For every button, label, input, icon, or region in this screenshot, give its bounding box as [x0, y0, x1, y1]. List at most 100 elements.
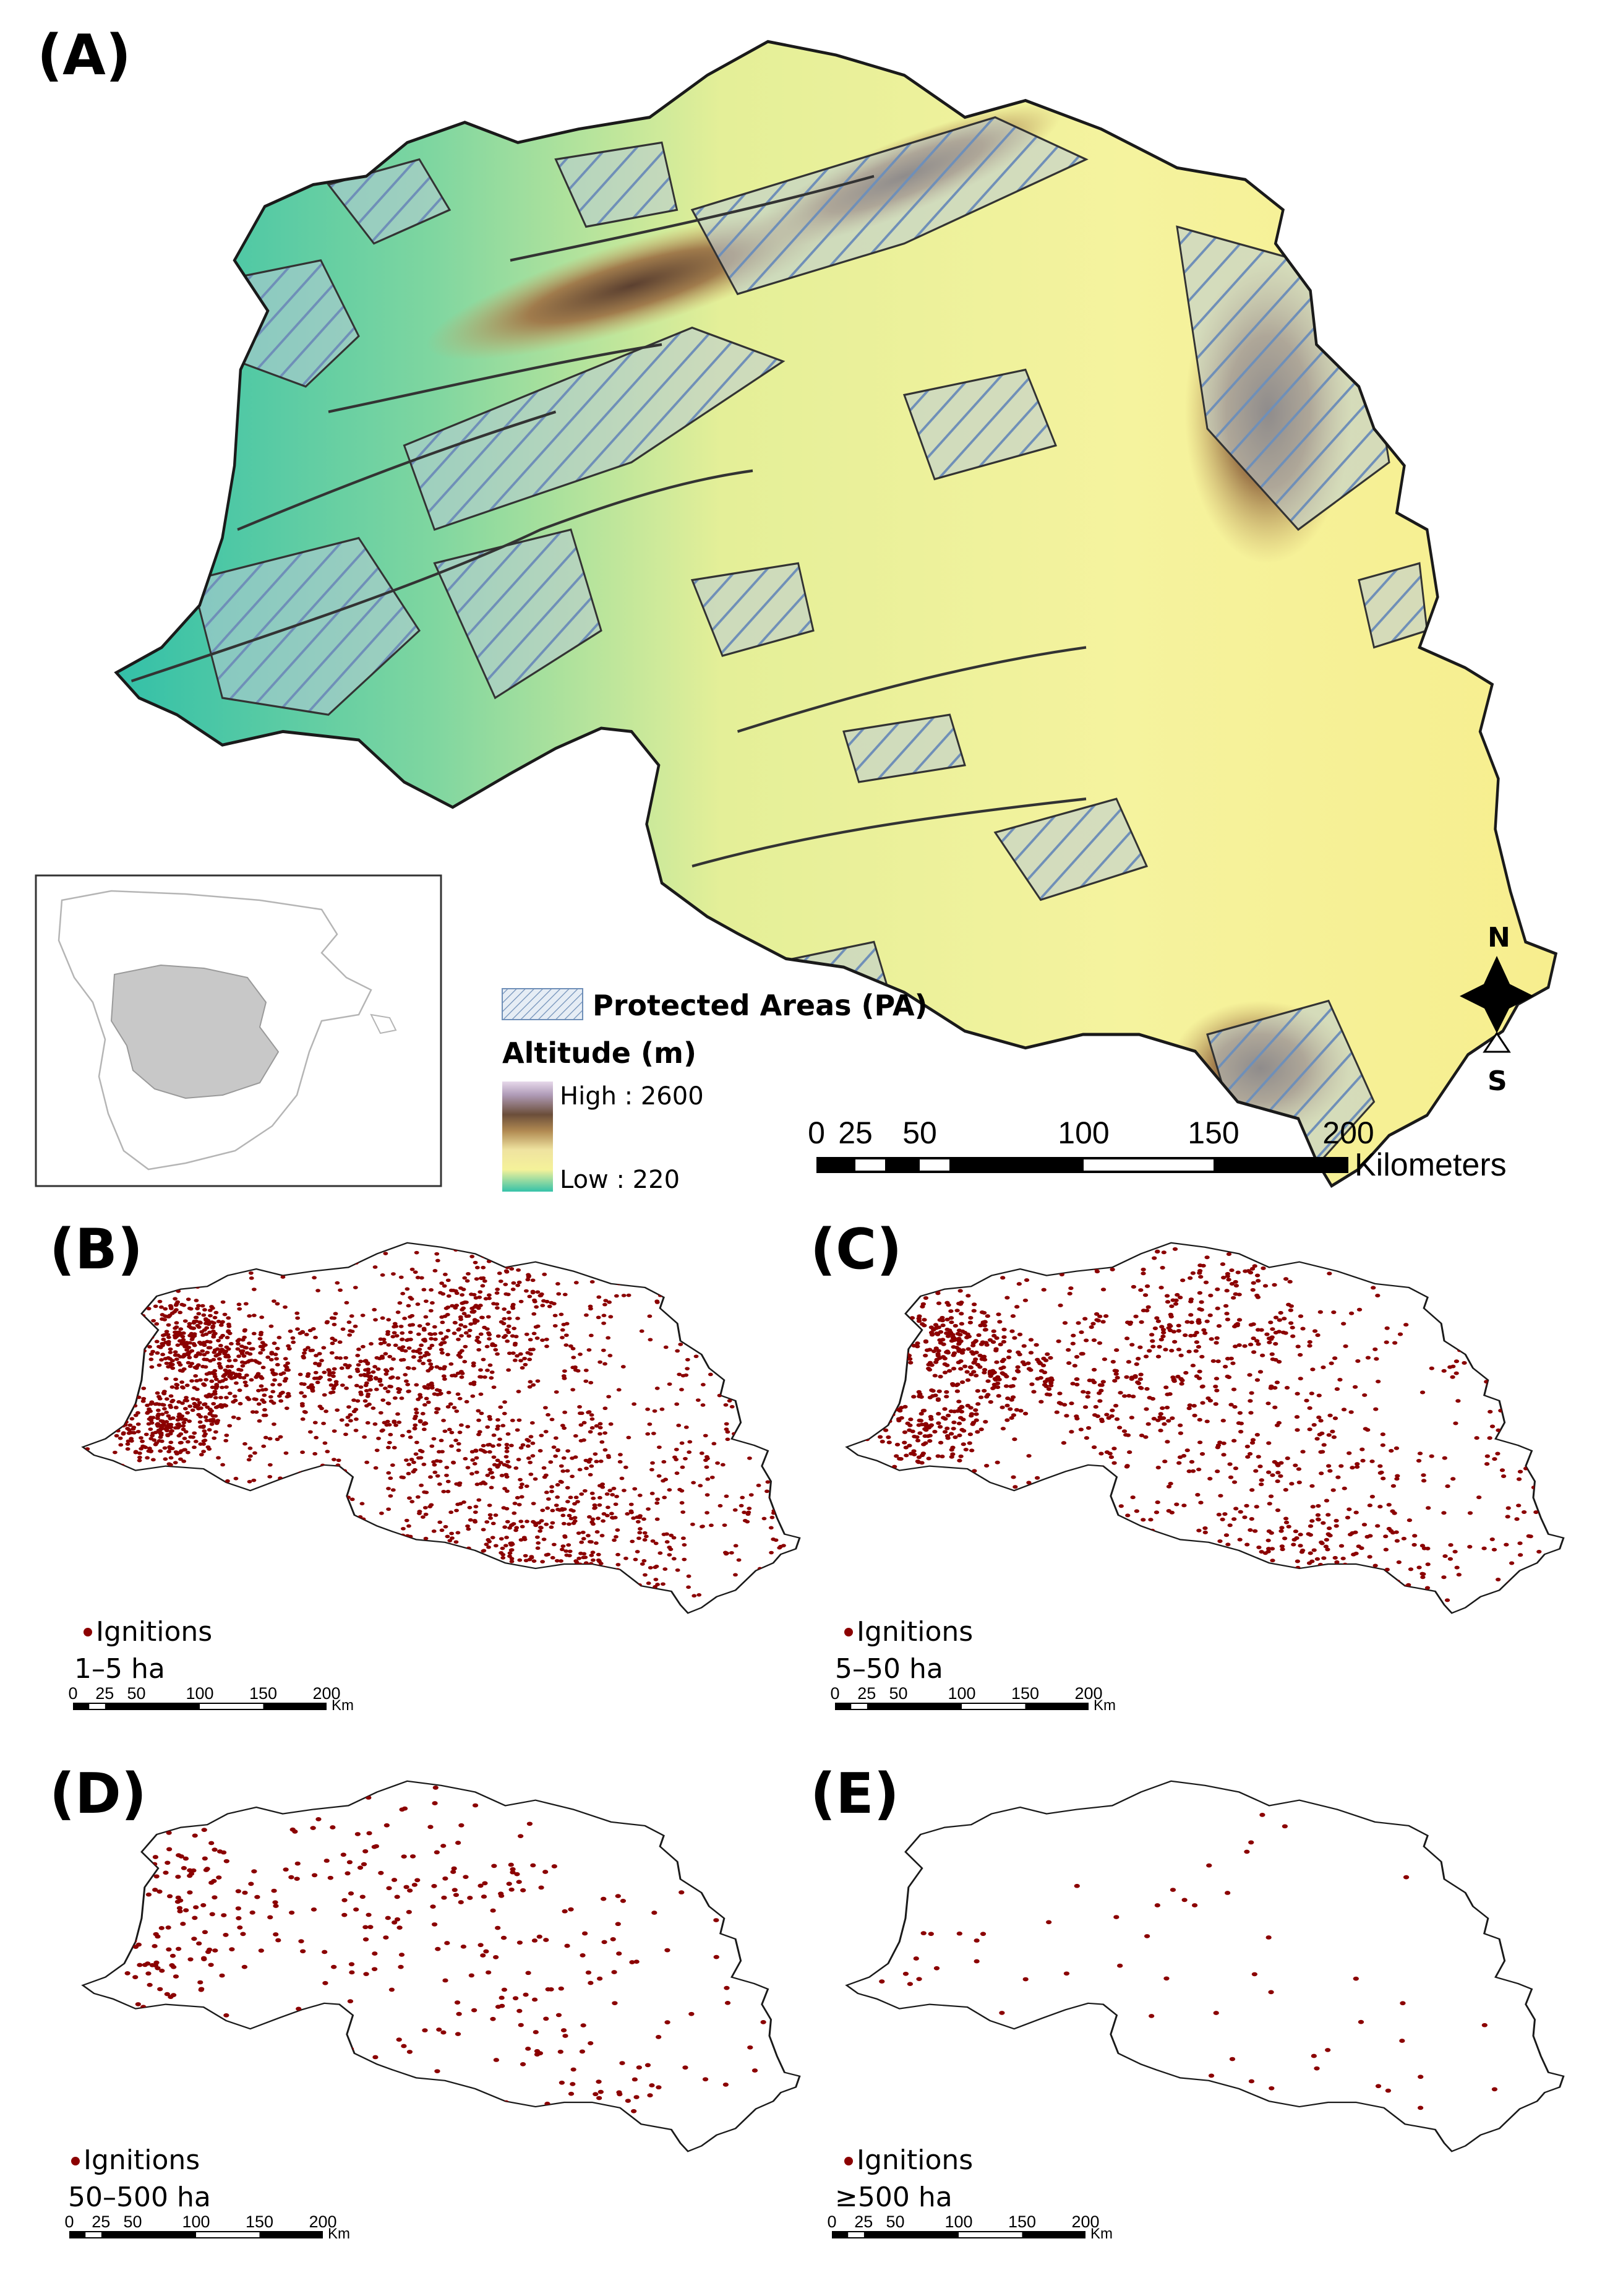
ignition-point	[1310, 1505, 1316, 1509]
ignition-point	[170, 1366, 176, 1370]
ignition-point	[985, 1314, 990, 1318]
ignition-point	[1214, 1377, 1220, 1381]
ignition-point	[546, 1497, 551, 1501]
ignition-point	[695, 1398, 701, 1402]
ignition-point	[703, 1434, 708, 1438]
ignition-point	[423, 1315, 429, 1319]
ignition-point	[502, 2114, 509, 2119]
ignition-point	[953, 1273, 959, 1278]
ignition-point	[1175, 1292, 1180, 1297]
ignition-point	[1035, 1357, 1040, 1362]
ignition-point	[442, 1314, 448, 1318]
ignition-point	[518, 1834, 524, 1839]
ignition-point	[487, 1503, 492, 1507]
ignition-point	[1257, 1370, 1264, 1374]
ignition-point	[916, 1423, 922, 1427]
ignition-point	[533, 1586, 538, 1589]
ignition-point	[959, 1312, 964, 1316]
ignition-point	[369, 2123, 375, 2128]
ignition-point	[982, 1368, 988, 1372]
ignition-point	[471, 2008, 477, 2013]
ignition-point	[776, 1374, 781, 1378]
ignition-point	[1226, 1278, 1231, 1282]
ignition-point	[422, 1403, 427, 1407]
ignition-point	[283, 1364, 288, 1368]
ignition-point	[185, 1450, 191, 1455]
ignition-point	[530, 1863, 536, 1868]
ignition-point	[1293, 1463, 1298, 1468]
ignition-point	[168, 1304, 173, 1308]
ignition-point	[344, 1386, 349, 1390]
ignition-point	[674, 1471, 680, 1475]
ignition-point	[407, 1888, 413, 1893]
ignition-point	[1466, 1269, 1471, 1273]
ignition-point	[914, 1602, 920, 1607]
ignition-point	[945, 1413, 951, 1417]
ignition-point	[180, 1401, 185, 1405]
ignition-point	[549, 1489, 554, 1494]
ignition-point	[134, 1349, 140, 1353]
ignition-point	[228, 1342, 234, 1346]
ignition-point	[899, 1331, 905, 1335]
ignition-point	[1375, 1293, 1381, 1297]
ignition-point	[557, 2049, 563, 2054]
ignition-point	[630, 1539, 635, 1544]
ignition-point	[776, 1289, 781, 1293]
ignition-point	[1394, 1604, 1400, 1609]
ignition-point	[414, 1440, 419, 1445]
ignition-point	[621, 1294, 627, 1297]
ignition-point	[512, 1326, 517, 1330]
ignition-point	[1293, 1529, 1299, 1534]
ignition-point	[1505, 1506, 1511, 1510]
ignition-point	[944, 1331, 949, 1335]
ignition-point	[575, 1580, 580, 1584]
ignition-point	[1490, 1604, 1496, 1609]
ignition-point	[1248, 2079, 1255, 2084]
ignition-point	[1366, 1578, 1372, 1582]
ignition-point	[353, 1286, 358, 1289]
ignition-point	[1440, 1841, 1446, 1846]
ignition-point	[482, 1450, 488, 1454]
ignition-point	[1399, 2039, 1405, 2043]
ignition-point	[552, 1617, 557, 1620]
ignition-point	[217, 1246, 223, 1250]
ignition-point	[1137, 1377, 1144, 1382]
altitude-low-label: Low : 220	[560, 1166, 680, 1194]
ignition-point	[386, 1343, 392, 1347]
ignition-point	[220, 1385, 225, 1390]
ignition-point	[242, 1442, 247, 1446]
ignition-point	[441, 1895, 447, 1900]
ignition-point	[683, 1425, 689, 1429]
ignition-point	[990, 1387, 996, 1391]
ignition-point	[473, 1449, 479, 1453]
ignition-point	[1136, 1381, 1142, 1385]
ignition-point	[133, 1299, 139, 1304]
ignition-point	[1343, 1260, 1348, 1264]
ignition-point	[667, 1546, 672, 1549]
ignition-point	[202, 1481, 207, 1484]
ignition-point	[414, 1250, 419, 1255]
ignition-point	[1098, 1451, 1104, 1456]
ignition-point	[1450, 1375, 1455, 1379]
ignition-point	[944, 1434, 951, 1438]
ignition-point	[578, 1352, 583, 1356]
ignition-point	[643, 1573, 648, 1577]
ignition-point	[181, 1303, 187, 1307]
ignition-point	[336, 1526, 342, 1530]
ignition-point	[193, 1440, 199, 1443]
ignition-point	[219, 1320, 225, 1325]
ignition-point	[1126, 1394, 1132, 1398]
ignition-point	[941, 1596, 948, 1601]
ignition-point	[1348, 1410, 1354, 1414]
ignition-point	[1018, 1409, 1024, 1413]
ignition-point	[704, 1511, 710, 1515]
ignition-point	[1100, 1380, 1106, 1384]
ignition-point	[608, 1422, 614, 1426]
ignition-point	[1338, 1621, 1343, 1625]
ignition-point	[477, 1883, 484, 1888]
ignition-point	[1038, 1400, 1044, 1404]
ignition-point	[364, 1460, 370, 1464]
ignition-point	[1069, 1546, 1074, 1550]
ignition-point	[373, 1318, 378, 1322]
ignition-point	[395, 2107, 401, 2112]
